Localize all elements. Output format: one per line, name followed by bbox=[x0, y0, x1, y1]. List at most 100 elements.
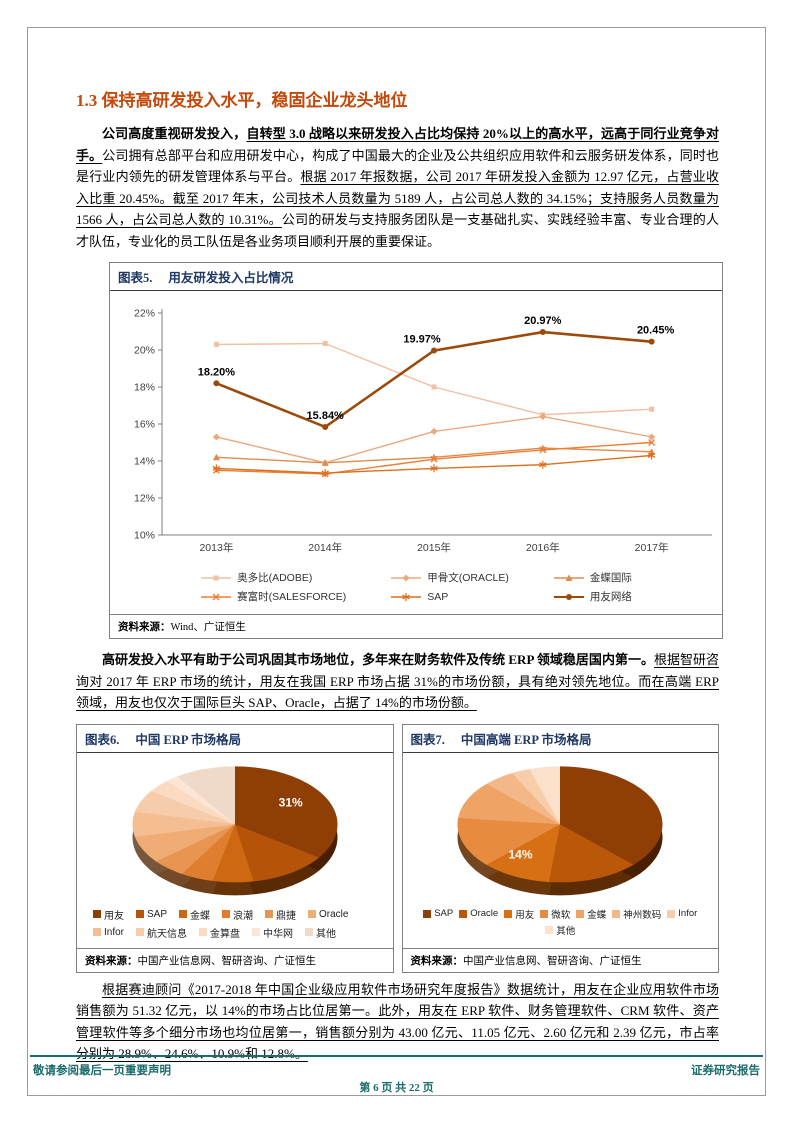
legend-label: Infor bbox=[104, 926, 125, 938]
page-number: 第 6 页 共 22 页 bbox=[359, 1082, 434, 1094]
figure-name: 中国 ERP 市场格局 bbox=[135, 732, 241, 747]
figure-5-title: 图表5. 用友研发投入占比情况 bbox=[110, 263, 722, 291]
svg-text:2014年: 2014年 bbox=[308, 541, 342, 554]
legend-item: 甲骨文(ORACLE) bbox=[390, 570, 509, 585]
legend-swatch bbox=[265, 910, 274, 918]
legend-swatch bbox=[576, 909, 585, 918]
legend-swatch bbox=[391, 592, 422, 601]
source-text: Wind、广证恒生 bbox=[170, 622, 246, 633]
pie-chart-canvas: 31% bbox=[132, 765, 338, 895]
legend-swatch bbox=[553, 593, 584, 600]
legend-swatch bbox=[201, 575, 232, 580]
svg-text:2013年: 2013年 bbox=[199, 541, 233, 554]
figure-5-source: 资料来源：Wind、广证恒生 bbox=[110, 614, 722, 638]
pie-3d-top: 14% bbox=[457, 765, 663, 882]
line-chart-canvas: 10% 12% 14% 16% 18% 20% 22% 2013年 2014年 2015年 2016… bbox=[134, 308, 712, 554]
legend-item: 用友 bbox=[93, 907, 124, 922]
legend-label: SAP bbox=[427, 590, 449, 603]
legend-item: Infor bbox=[93, 925, 124, 940]
text-segment: 根据赛迪顾问《2017-2018 年中国企业级应用软件市场研究年度报告》数据统计… bbox=[76, 981, 719, 1062]
legend-item: SAP bbox=[390, 589, 509, 604]
legend-item: 金蝶 bbox=[179, 907, 210, 922]
legend-swatch bbox=[553, 574, 584, 581]
legend-label: 金蝶 bbox=[190, 910, 211, 922]
rd-ratio-line-chart: 10% 12% 14% 16% 18% 20% 22% 2013年 2014年 2015年 2016… bbox=[110, 291, 722, 614]
svg-text:2015年: 2015年 bbox=[417, 541, 451, 554]
svg-text:19.97%: 19.97% bbox=[403, 334, 441, 346]
paragraph-rd-investment: 公司高度重视研发投入，自转型 3.0 战略以来研发投入占比均保持 20%以上的高… bbox=[76, 123, 719, 252]
figure-name: 用友研发投入占比情况 bbox=[168, 271, 294, 285]
section-heading: 1.3 保持高研发投入水平，稳固企业龙头地位 bbox=[76, 91, 408, 110]
legend-item: 其他 bbox=[305, 925, 336, 940]
figure-6: 图表6. 中国 ERP 市场格局 31% 用友 SAP 金蝶 浪潮 鼎捷 Oracle In… bbox=[76, 723, 394, 973]
source-label: 资料来源： bbox=[85, 955, 138, 967]
footer: 敬请参阅最后一页重要声明 证券研究报告 bbox=[33, 1062, 760, 1078]
legend-swatch bbox=[391, 574, 422, 581]
legend-swatch bbox=[423, 909, 432, 918]
svg-text:18%: 18% bbox=[134, 382, 155, 394]
legend-swatch bbox=[305, 928, 314, 936]
legend-label: 赛富时(SALESFORCE) bbox=[237, 591, 347, 603]
legend-item: 鼎捷 bbox=[265, 907, 296, 922]
pie-chart-canvas: 14% bbox=[457, 765, 663, 895]
svg-text:14%: 14% bbox=[134, 456, 155, 468]
legend-label: Oracle bbox=[319, 908, 349, 920]
legend-item: 赛富时(SALESFORCE) bbox=[200, 589, 346, 604]
legend-swatch bbox=[252, 928, 261, 936]
legend-swatch bbox=[136, 928, 145, 936]
legend-label: Oracle bbox=[470, 908, 499, 919]
figure-7-title: 图表7. 中国高端 ERP 市场格局 bbox=[402, 725, 718, 753]
figure-row: 图表6. 中国 ERP 市场格局 31% 用友 SAP 金蝶 浪潮 鼎捷 Oracle In… bbox=[76, 723, 719, 973]
figure-6-title: 图表6. 中国 ERP 市场格局 bbox=[77, 725, 393, 753]
legend-swatch bbox=[201, 593, 232, 600]
legend-label: 甲骨文(ORACLE) bbox=[427, 572, 509, 584]
legend-item: Oracle bbox=[459, 907, 498, 921]
source-label: 资料来源： bbox=[410, 955, 464, 967]
legend-swatch bbox=[93, 928, 101, 936]
svg-text:2017年: 2017年 bbox=[635, 541, 669, 554]
legend-swatch bbox=[545, 925, 554, 934]
legend-swatch bbox=[667, 909, 676, 918]
legend-swatch bbox=[222, 910, 231, 918]
source-label: 资料来源： bbox=[118, 622, 171, 633]
source-text: 中国产业信息网、智研咨询、广证恒生 bbox=[463, 955, 642, 967]
pie-3d-top: 31% bbox=[132, 765, 338, 882]
legend-swatch bbox=[612, 909, 621, 918]
figure-name: 中国高端 ERP 市场格局 bbox=[460, 732, 592, 747]
legend-item: 金算盘 bbox=[199, 925, 240, 940]
legend-label: 神州数码 bbox=[623, 909, 662, 921]
legend-swatch bbox=[199, 928, 208, 936]
paragraph-erp-market: 高研发投入水平有助于公司巩固其市场地位，多年来在财务软件及传统 ERP 领域稳居… bbox=[76, 649, 719, 714]
svg-text:18.20%: 18.20% bbox=[198, 366, 236, 378]
legend-swatch bbox=[504, 909, 513, 918]
figure-number: 图表7. bbox=[410, 732, 445, 747]
text-segment: 公司拥有总部平台和应用研发中心，构成了中国最大的企业及公共组织应用软件和云服务研… bbox=[76, 147, 719, 185]
legend-label: 用友 bbox=[104, 910, 124, 922]
pie-chart-legend: 用友 SAP 金蝶 浪潮 鼎捷 Oracle Infor 航天信息 金算盘 中华网 其他 bbox=[77, 905, 393, 948]
report-page-content: 1.3 保持高研发投入水平，稳固企业龙头地位 公司高度重视研发投入，自转型 3.… bbox=[76, 86, 723, 1073]
legend-label: 用友网络 bbox=[589, 591, 632, 603]
pie-slice-label: 14% bbox=[508, 847, 533, 862]
svg-text:20.97%: 20.97% bbox=[524, 315, 562, 327]
figure-5: 图表5. 用友研发投入占比情况 10% 12% 14% 16% 18% 20% 22% 201… bbox=[109, 262, 723, 639]
legend-label: Infor bbox=[678, 908, 698, 919]
figure-7: 图表7. 中国高端 ERP 市场格局 14% SAP Oracle 用友 微软 金蝶 神州… bbox=[401, 723, 719, 973]
pie-slice-label: 31% bbox=[278, 795, 303, 810]
legend-swatch bbox=[136, 910, 144, 918]
legend-item: 神州数码 bbox=[612, 907, 661, 921]
svg-text:15.84%: 15.84% bbox=[307, 410, 345, 422]
figure-7-source: 资料来源：中国产业信息网、智研咨询、广证恒生 bbox=[402, 947, 718, 972]
footer-disclaimer: 敬请参阅最后一页重要声明 bbox=[33, 1065, 171, 1077]
line-chart-legend: 奥多比(ADOBE) 甲骨文(ORACLE) 金蝶国际 赛富时(SALESFORCE)… bbox=[110, 568, 722, 614]
figure-number: 图表6. bbox=[85, 732, 120, 747]
source-text: 中国产业信息网、智研咨询、广证恒生 bbox=[137, 955, 317, 967]
highend-erp-pie-chart: 14% bbox=[403, 753, 719, 905]
legend-item: 用友 bbox=[504, 907, 534, 921]
legend-label: SAP bbox=[434, 908, 454, 919]
text-segment: 自转型 3.0 战略以来研发投入占比均保持 20%以上的高水平，远高于同行业竞争… bbox=[76, 126, 719, 163]
pie-chart-legend: SAP Oracle 用友 微软 金蝶 神州数码 Infor 其他 bbox=[403, 905, 719, 945]
svg-text:22%: 22% bbox=[134, 308, 155, 320]
erp-market-pie-chart: 31% bbox=[77, 753, 393, 905]
legend-item: 奥多比(ADOBE) bbox=[200, 570, 346, 585]
text-segment: 高研发投入水平有助于公司巩固其市场地位，多年来在财务软件及传统 ERP 领域稳居… bbox=[102, 652, 654, 667]
